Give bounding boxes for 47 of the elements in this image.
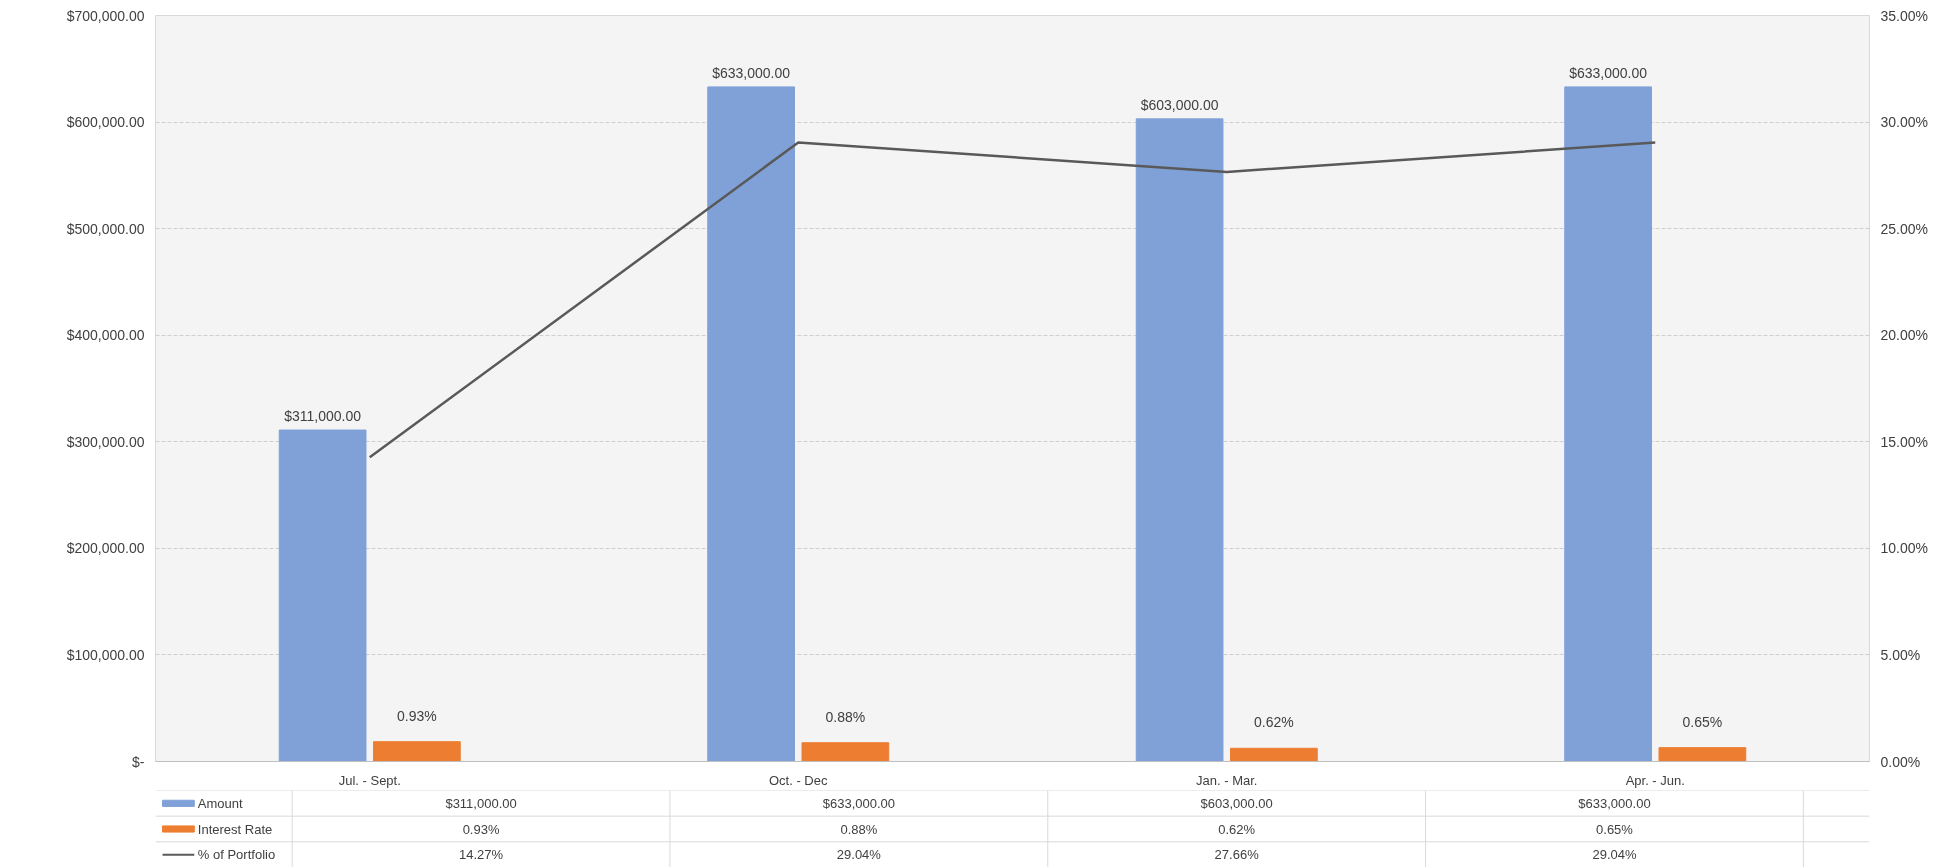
y-tick-label: $300,000.00 (66, 433, 145, 450)
legend-label: % of Portfolio (197, 847, 276, 863)
x-tick-label: Jul. - Sept. (338, 772, 401, 788)
x-tick-label: Jan. - Mar. (1196, 772, 1258, 788)
y-tick-label: $200,000.00 (66, 540, 145, 557)
x-tick-label: Apr. - Jun. (1625, 772, 1685, 788)
data-label: $633,000.00 (1578, 795, 1651, 811)
legend-label: Interest Rate (197, 821, 273, 837)
bar (1564, 86, 1652, 762)
data-label: $633,000.00 (822, 795, 896, 811)
data-label: 0.88% (840, 821, 878, 837)
y2-tick-label: 30.00% (1880, 114, 1928, 131)
data-label: $603,000.00 (1200, 795, 1273, 811)
y2-tick-label: 20.00% (1880, 327, 1928, 344)
y2-tick-label: 0.00% (1880, 753, 1921, 770)
data-label: 27.66% (1214, 847, 1260, 863)
y2-tick-label: 25.00% (1880, 220, 1928, 237)
y2-tick-label: 15.00% (1880, 433, 1928, 450)
text: $633,000.00 (1569, 64, 1648, 81)
bar (707, 86, 795, 762)
y-tick-label: $400,000.00 (66, 327, 145, 344)
bar (278, 429, 367, 762)
text: 0.62% (1254, 714, 1294, 731)
data-label: 29.04% (836, 847, 882, 863)
y2-tick-label: 10.00% (1880, 540, 1928, 557)
bar (1135, 118, 1224, 762)
data-label: 0.62% (1218, 821, 1256, 837)
data-label: 29.04% (1592, 847, 1637, 863)
data-label: 14.27% (459, 847, 504, 863)
y-tick-label: $500,000.00 (66, 220, 145, 237)
legend-label: Amount (197, 795, 244, 811)
y-tick-label: $100,000.00 (66, 646, 145, 663)
y2-tick-label: 5.00% (1880, 646, 1921, 663)
y2-tick-label: 35.00% (1880, 7, 1928, 24)
text: $311,000.00 (284, 408, 362, 425)
y-tick-label: $700,000.00 (66, 7, 145, 24)
x-tick-label: Oct. - Dec (769, 772, 828, 788)
text: 0.88% (825, 708, 866, 725)
data-label: $311,000.00 (445, 795, 517, 811)
y-tick-label: $600,000.00 (66, 114, 145, 131)
text: 0.65% (1682, 713, 1723, 730)
text: $603,000.00 (1140, 96, 1219, 113)
text: $633,000.00 (712, 64, 791, 81)
text: 0.93% (397, 707, 437, 724)
y-tick-label: $- (132, 753, 145, 770)
data-label: 0.65% (1596, 821, 1634, 837)
data-label: 0.93% (462, 821, 500, 837)
